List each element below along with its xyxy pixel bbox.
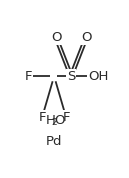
- Text: 2: 2: [52, 118, 57, 127]
- Text: OH: OH: [88, 70, 108, 83]
- Text: Pd: Pd: [46, 135, 63, 148]
- Text: O: O: [81, 31, 91, 44]
- Text: O: O: [55, 114, 65, 127]
- Text: H: H: [46, 114, 56, 127]
- Text: F: F: [38, 111, 46, 124]
- Text: S: S: [67, 70, 75, 83]
- Text: F: F: [24, 70, 32, 83]
- Text: F: F: [62, 111, 70, 124]
- Text: O: O: [51, 31, 61, 44]
